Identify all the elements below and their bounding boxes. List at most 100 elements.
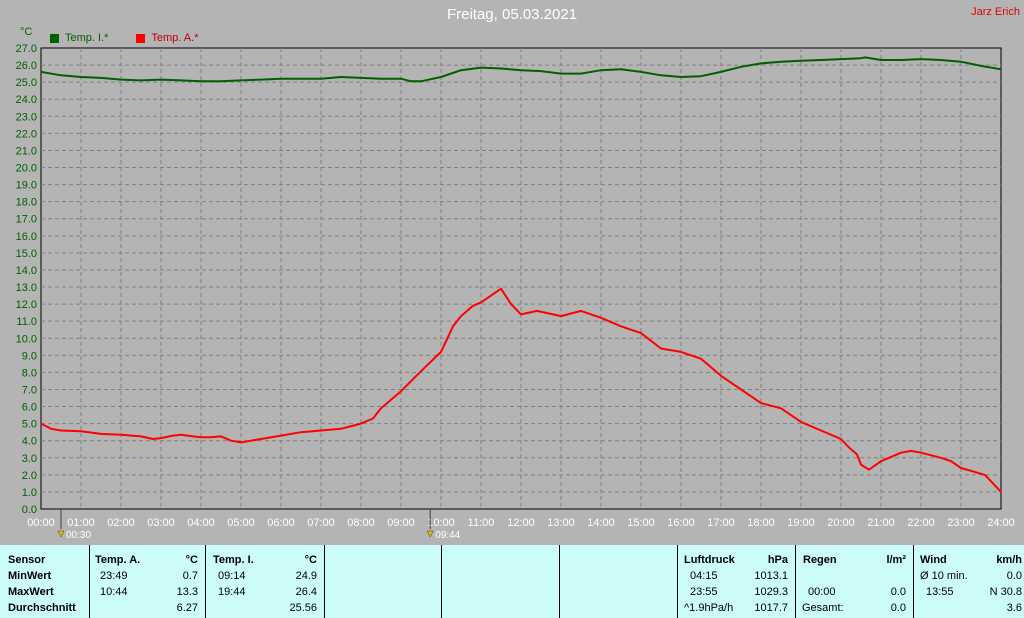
x-axis-ticks: 00:00 01:00 02:00 03:00 04:00 05:00 06:00 07:00… xyxy=(27,517,1015,529)
y-tick-label: 26.0 xyxy=(16,60,37,72)
luftdruck-max-time: 23:55 xyxy=(690,586,718,598)
x-tick-label: 01:00 xyxy=(67,517,95,529)
y-tick-label: 19.0 xyxy=(16,180,37,192)
luftdruck-trend: ^1.9hPa/h xyxy=(684,602,734,614)
x-tick-label: 16:00 xyxy=(667,517,695,529)
x-tick-label: 19:00 xyxy=(787,517,815,529)
temperature-chart: 0.0 1.0 2.0 3.0 4.0 5.0 6.0 7.0 8.0 9.0 10.0 11.0 12… xyxy=(16,43,1015,541)
wind-max-time: 13:55 xyxy=(926,586,954,598)
temp-i-max-time: 19:44 xyxy=(218,586,246,598)
stats-empty-2 xyxy=(442,545,560,618)
stats-temp-a: Temp. A. °C 23:49 0.7 10:44 13.3 6.27 xyxy=(90,545,206,618)
avg-label: Durchschnitt xyxy=(8,602,76,614)
x-tick-label: 14:00 xyxy=(587,517,615,529)
x-tick-label: 00:00 xyxy=(27,517,55,529)
temp-a-min-value: 0.7 xyxy=(182,570,198,582)
y-tick-label: 16.0 xyxy=(16,231,37,243)
chart-title: Freitag, 05.03.2021 xyxy=(446,6,578,23)
x-tick-label: 08:00 xyxy=(347,517,375,529)
y-tick-label: 0.0 xyxy=(22,504,37,516)
wind-header: Wind xyxy=(920,554,947,566)
x-tick-label: 03:00 xyxy=(147,517,175,529)
wind-value-3: 3.6 xyxy=(1006,602,1022,614)
y-tick-label: 21.0 xyxy=(16,145,37,157)
regen-total-label: Gesamt: xyxy=(802,602,844,614)
y-tick-label: 8.0 xyxy=(22,367,37,379)
series-line xyxy=(40,56,1002,83)
legend: Temp. I.* Temp. A.* xyxy=(50,31,226,45)
wind-max-value: N 30.8 xyxy=(989,586,1022,598)
luftdruck-avg-value: 1017.7 xyxy=(754,602,788,614)
x-tick-label: 21:00 xyxy=(867,517,895,529)
regen-value: 0.0 xyxy=(890,586,906,598)
y-tick-label: 7.0 xyxy=(22,384,37,396)
luftdruck-unit: hPa xyxy=(767,554,788,566)
x-tick-label: 18:00 xyxy=(747,517,775,529)
temp-a-min-time: 23:49 xyxy=(100,570,128,582)
x-tick-label: 07:00 xyxy=(307,517,335,529)
regen-total-value: 0.0 xyxy=(890,602,906,614)
x-tick-label: 12:00 xyxy=(507,517,535,529)
regen-unit: l/m² xyxy=(886,554,906,566)
x-tick-label: 20:00 xyxy=(827,517,855,529)
stats-row-labels: Sensor MinWert MaxWert Durchschnitt xyxy=(0,545,90,618)
plot-area xyxy=(40,47,1002,510)
x-tick-label: 06:00 xyxy=(267,517,295,529)
legend-item-temp-a: Temp. A.* xyxy=(136,32,198,44)
x-tick-label: 22:00 xyxy=(907,517,935,529)
y-tick-label: 23.0 xyxy=(16,111,37,123)
y-tick-label: 9.0 xyxy=(22,350,37,362)
y-tick-label: 12.0 xyxy=(16,299,37,311)
y-tick-label: 15.0 xyxy=(16,248,37,260)
legend-label-temp-a: Temp. A.* xyxy=(151,32,199,44)
temp-i-header: Temp. I. xyxy=(213,554,254,566)
temp-i-min-value: 24.9 xyxy=(295,570,317,582)
y-tick-label: 17.0 xyxy=(16,214,37,226)
regen-time: 00:00 xyxy=(808,586,836,598)
author-label: Jarz Erich xyxy=(971,6,1020,18)
y-tick-label: 18.0 xyxy=(16,197,37,209)
y-tick-label: 27.0 xyxy=(16,43,37,55)
y-tick-label: 4.0 xyxy=(22,436,37,448)
y-tick-label: 10.0 xyxy=(16,333,37,345)
y-tick-label: 6.0 xyxy=(22,402,37,414)
temp-a-header: Temp. A. xyxy=(95,554,141,566)
series-line xyxy=(40,287,1002,493)
x-tick-label: 23:00 xyxy=(947,517,975,529)
y-tick-label: 20.0 xyxy=(16,163,37,175)
stats-luftdruck: Luftdruck hPa 04:15 1013.1 23:55 1029.3 … xyxy=(678,545,796,618)
temp-i-avg-value: 25.56 xyxy=(289,602,317,614)
x-tick-label: 09:00 xyxy=(387,517,415,529)
sensor-label: Sensor xyxy=(8,554,46,566)
y-tick-label: 22.0 xyxy=(16,128,37,140)
temp-a-max-value: 13.3 xyxy=(176,586,198,598)
y-tick-label: 11.0 xyxy=(16,316,37,328)
y-tick-label: 14.0 xyxy=(16,265,37,277)
y-tick-label: 13.0 xyxy=(16,282,37,294)
y-tick-label: 5.0 xyxy=(22,419,37,431)
max-label: MaxWert xyxy=(8,586,54,598)
sun-marker-icon xyxy=(426,530,434,538)
y-tick-label: 24.0 xyxy=(16,94,37,106)
regen-header: Regen xyxy=(803,554,837,566)
x-tick-label: 02:00 xyxy=(107,517,135,529)
y-unit-label: °C xyxy=(20,26,33,38)
y-tick-label: 25.0 xyxy=(16,77,37,89)
x-tick-label: 11:00 xyxy=(468,517,495,529)
legend-swatch-temp-a xyxy=(136,33,146,43)
x-tick-label: 05:00 xyxy=(227,517,255,529)
temp-a-max-time: 10:44 xyxy=(100,586,128,598)
temp-i-max-value: 26.4 xyxy=(295,586,317,598)
time-marker-label: 00:30 xyxy=(66,530,91,541)
x-tick-label: 04:00 xyxy=(187,517,215,529)
legend-item-temp-i: Temp. I.* xyxy=(50,32,108,44)
x-tick-label: 17:00 xyxy=(707,517,735,529)
temp-a-avg-value: 6.27 xyxy=(176,602,198,614)
wind-unit: km/h xyxy=(996,554,1022,566)
luftdruck-min-value: 1013.1 xyxy=(754,570,788,582)
legend-label-temp-i: Temp. I.* xyxy=(65,32,109,44)
x-tick-label: 13:00 xyxy=(547,517,575,529)
luftdruck-max-value: 1029.3 xyxy=(754,586,788,598)
temp-i-unit: °C xyxy=(304,554,317,566)
luftdruck-header: Luftdruck xyxy=(684,554,735,566)
